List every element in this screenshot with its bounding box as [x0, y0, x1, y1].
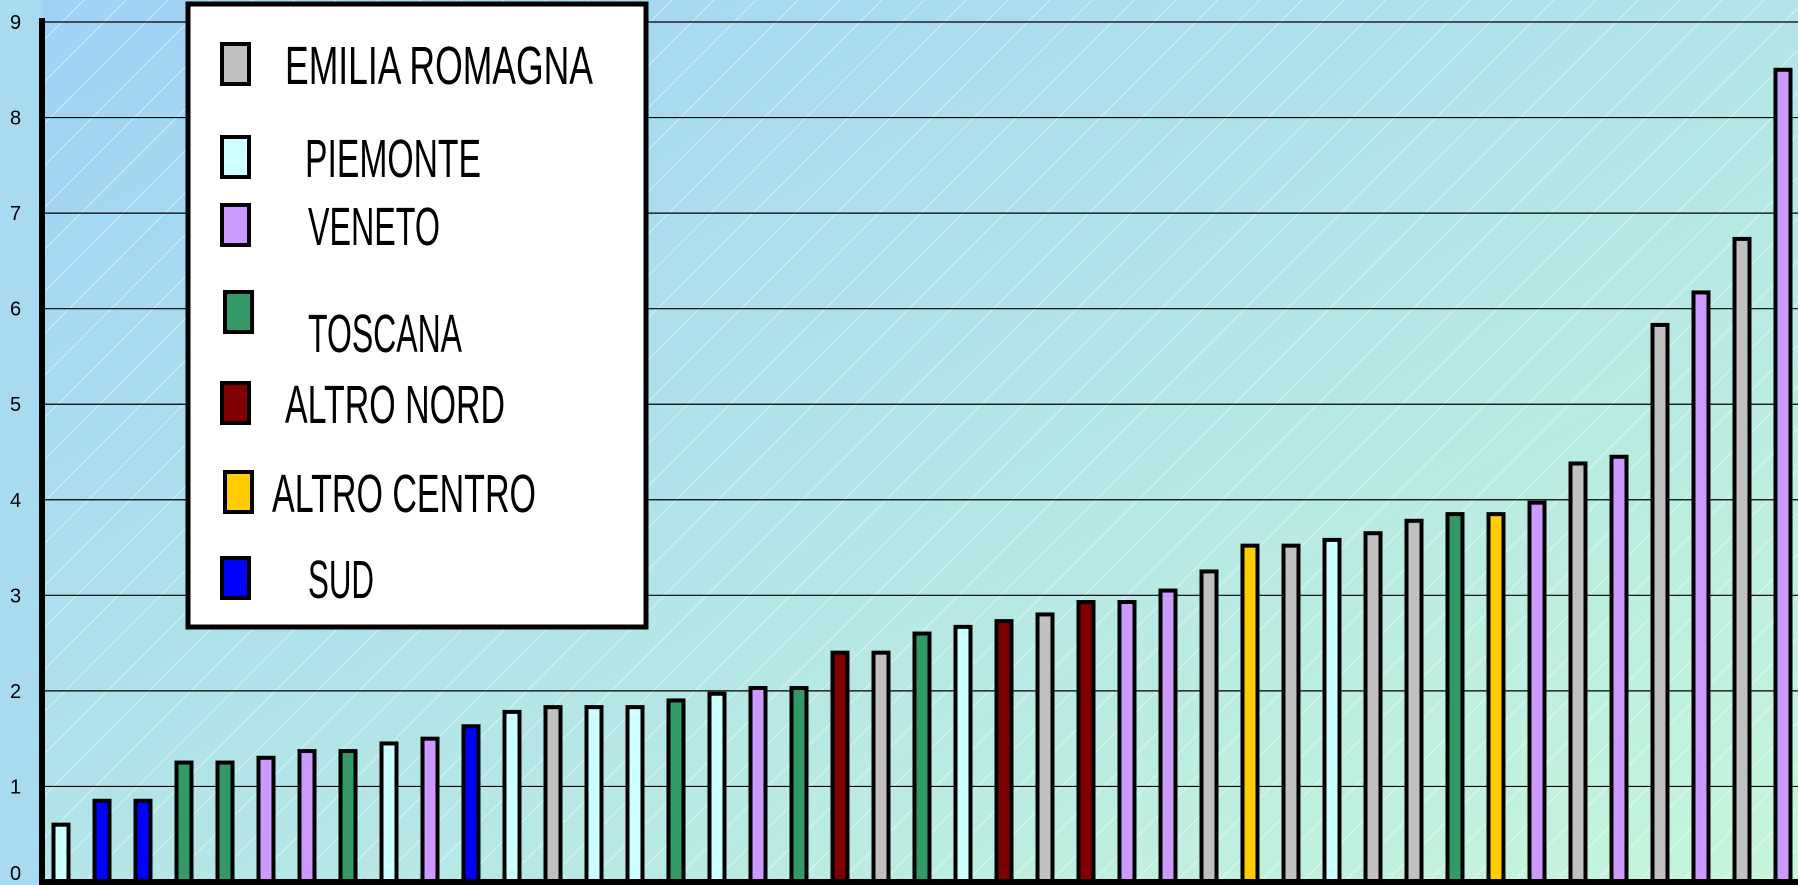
- legend-box: [185, 1, 649, 630]
- legend-swatch-altro-nord: [220, 381, 251, 425]
- bar-emilia: [1199, 569, 1219, 884]
- legend-label-altro-nord: ALTRO NORD: [285, 375, 505, 435]
- bar-piemonte: [625, 705, 645, 885]
- legend-swatch-emilia: [220, 42, 251, 86]
- bar-emilia: [1035, 612, 1055, 884]
- bar-emilia: [871, 650, 891, 885]
- y-tick-label: 9: [10, 12, 21, 34]
- bar-toscana: [1445, 512, 1465, 884]
- legend-swatch-altro-centro: [223, 470, 254, 514]
- bar-piemonte: [1322, 537, 1342, 885]
- y-tick-label: 4: [10, 490, 21, 512]
- y-tick-label: 8: [10, 108, 21, 130]
- y-tick-label: 3: [10, 585, 21, 607]
- bar-emilia: [1404, 518, 1424, 884]
- bar-emilia: [1732, 236, 1752, 884]
- bar-sud: [92, 798, 112, 884]
- bar-toscana: [912, 631, 932, 884]
- legend-label-emilia: EMILIA ROMAGNA: [285, 36, 593, 96]
- bar-veneto: [1773, 67, 1793, 885]
- legend-swatch-veneto: [220, 203, 251, 247]
- legend-swatch-piemonte: [220, 135, 251, 179]
- bar-veneto: [256, 755, 276, 884]
- bar-altro-nord: [1076, 600, 1096, 884]
- y-tick-label: 0: [10, 863, 21, 885]
- y-axis-tick-labels: 0 1 2 3 4 5 6 7 8 9: [10, 12, 21, 885]
- bar-emilia: [543, 705, 563, 885]
- bar-altro-centro: [1486, 512, 1506, 884]
- bar-sud: [461, 724, 481, 884]
- y-tick-label: 6: [10, 299, 21, 321]
- bar-veneto: [1158, 588, 1178, 884]
- bar-veneto: [1691, 290, 1711, 884]
- bar-veneto: [1527, 500, 1547, 884]
- bar-piemonte: [707, 691, 727, 884]
- bar-altro-nord: [830, 650, 850, 885]
- y-tick-label: 2: [10, 681, 21, 703]
- bar-veneto: [1609, 454, 1629, 884]
- bar-toscana: [174, 760, 194, 884]
- bar-toscana: [789, 686, 809, 884]
- bar-emilia: [1650, 322, 1670, 884]
- legend-label-sud: SUD: [308, 550, 374, 610]
- bar-altro-nord: [994, 619, 1014, 885]
- bar-altro-centro: [1240, 543, 1260, 885]
- legend-label-toscana: TOSCANA: [308, 304, 462, 364]
- bar-piemonte: [379, 741, 399, 885]
- bar-veneto: [420, 736, 440, 885]
- bar-sud: [133, 798, 153, 884]
- y-tick-label: 1: [10, 776, 21, 798]
- bar-piemonte: [502, 709, 522, 885]
- bar-emilia: [1568, 461, 1588, 884]
- bar-veneto: [748, 686, 768, 884]
- bar-piemonte: [51, 822, 71, 885]
- bar-toscana: [666, 698, 686, 885]
- legend-label-altro-centro: ALTRO CENTRO: [272, 464, 536, 524]
- bar-piemonte: [584, 705, 604, 885]
- bar-toscana: [338, 749, 358, 884]
- legend-label-veneto: VENETO: [308, 197, 440, 257]
- bar-emilia: [1281, 543, 1301, 885]
- legend-swatch-toscana: [223, 290, 254, 334]
- legend-swatch-sud: [220, 556, 251, 600]
- bar-toscana: [215, 760, 235, 884]
- bar-veneto: [1117, 600, 1137, 884]
- bar-emilia: [1363, 531, 1383, 884]
- y-tick-label: 7: [10, 203, 21, 225]
- legend-label-piemonte: PIEMONTE: [305, 129, 481, 189]
- legend: EMILIA ROMAGNA PIEMONTE VENETO TOSCANA ALTRO…: [185, 1, 649, 630]
- y-tick-label: 5: [10, 394, 21, 416]
- bar-piemonte: [953, 624, 973, 884]
- bar-veneto: [297, 749, 317, 884]
